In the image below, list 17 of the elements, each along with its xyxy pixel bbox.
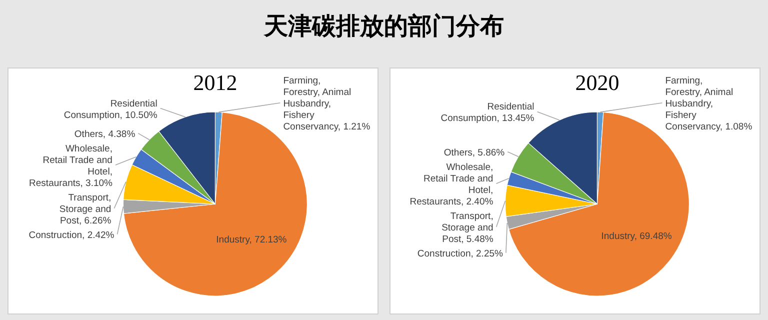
slice-label: Others, 5.86% (444, 148, 506, 159)
slice-label: Transport, Storage and Post, 5.48% (442, 211, 494, 246)
chart-title: 天津碳排放的部门分布 (263, 12, 504, 40)
slice-label: Industry, 69.48% (601, 231, 672, 242)
slice-label: Others, 4.38% (74, 129, 136, 140)
slice-label: Transport, Storage and Post, 6.26% (59, 192, 112, 227)
slice-label: Residential Consumption, 13.45% (440, 102, 535, 124)
chart-subtitle: 2020 (575, 70, 620, 95)
chart-subtitle: 2012 (193, 70, 238, 95)
slice-label: Farming, Forestry, Animal Husbandry, Fishery Conservancy, 1.08% (665, 76, 753, 133)
slice-label: Farming, Forestry, Animal Husbandry, Fishery Conservancy, 1.21% (283, 76, 371, 133)
slice-label: Construction, 2.25% (417, 248, 504, 260)
slice-label: Industry, 72.13% (216, 234, 288, 246)
slice-label: Wholesale, Retail Trade and Hotel, Restaurants, 2.40% (410, 162, 494, 208)
slice-label: Wholesale, Retail Trade and Hotel, Restaurants, 3.10% (29, 144, 114, 190)
slice-label: Residential Consumption, 10.50% (64, 98, 158, 121)
slice-label: Construction, 2.42% (28, 230, 115, 242)
